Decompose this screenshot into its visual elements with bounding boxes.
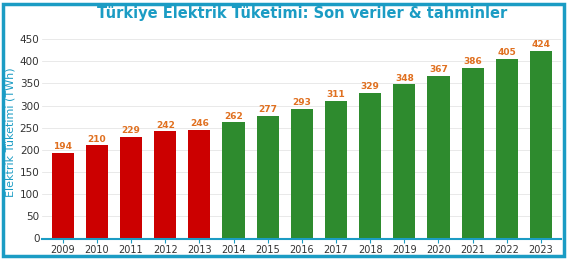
Bar bbox=[188, 129, 210, 239]
Bar bbox=[222, 122, 244, 239]
Bar bbox=[462, 68, 484, 239]
Text: 229: 229 bbox=[122, 126, 141, 135]
Bar bbox=[257, 116, 279, 239]
Y-axis label: Elektrik Tüketimi (TWh): Elektrik Tüketimi (TWh) bbox=[6, 67, 15, 197]
Text: 329: 329 bbox=[361, 82, 379, 91]
Bar bbox=[393, 84, 416, 239]
Bar bbox=[428, 76, 450, 239]
Text: 246: 246 bbox=[190, 119, 209, 128]
Text: 311: 311 bbox=[327, 90, 345, 99]
Text: 194: 194 bbox=[53, 142, 72, 151]
Text: 277: 277 bbox=[258, 105, 277, 114]
Bar bbox=[530, 51, 552, 239]
Text: 424: 424 bbox=[531, 40, 551, 49]
Bar bbox=[496, 59, 518, 239]
Text: 242: 242 bbox=[156, 121, 175, 129]
Bar bbox=[359, 93, 381, 239]
Text: 405: 405 bbox=[497, 48, 516, 57]
Bar bbox=[120, 137, 142, 239]
Bar bbox=[86, 145, 108, 239]
Bar bbox=[291, 109, 313, 239]
Text: 262: 262 bbox=[224, 112, 243, 121]
Bar bbox=[52, 153, 74, 239]
Text: 386: 386 bbox=[463, 57, 482, 66]
Title: Türkiye Elektrik Tüketimi: Son veriler & tahminler: Türkiye Elektrik Tüketimi: Son veriler &… bbox=[97, 5, 507, 21]
Text: 210: 210 bbox=[87, 135, 106, 144]
Bar bbox=[325, 101, 347, 239]
Text: 367: 367 bbox=[429, 65, 448, 74]
Text: 293: 293 bbox=[293, 98, 311, 107]
Text: 348: 348 bbox=[395, 74, 414, 82]
Bar bbox=[154, 131, 176, 239]
